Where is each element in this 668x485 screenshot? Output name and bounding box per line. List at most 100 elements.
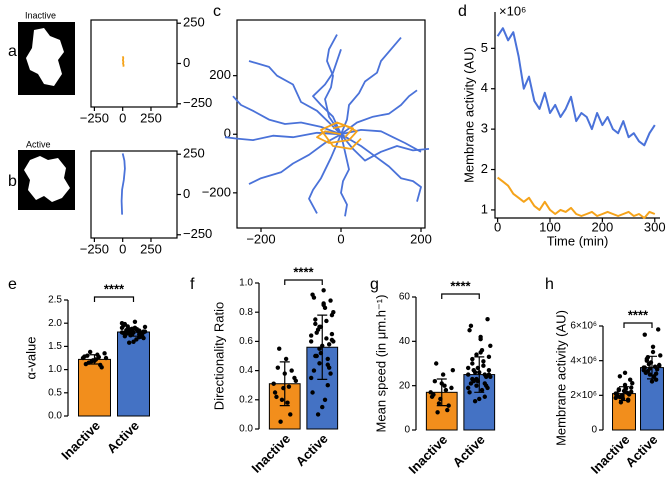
track [340, 134, 350, 217]
data-point [274, 394, 279, 400]
image-label: Inactive [25, 10, 56, 20]
data-point [482, 394, 487, 399]
y-tick-label: 0.5 [48, 387, 62, 398]
data-point [283, 356, 289, 362]
data-point [135, 327, 141, 333]
data-point [482, 372, 487, 377]
significance-label: **** [104, 281, 125, 296]
data-point [325, 362, 330, 367]
y-tick-label: 6×10⁶ [570, 321, 597, 332]
data-point [322, 305, 328, 311]
data-point [285, 400, 290, 405]
x-tick-label: 300 [644, 219, 666, 234]
data-point [616, 387, 622, 392]
y-tick-label: 2.0 [48, 318, 62, 329]
data-point [279, 397, 285, 402]
y-tick-label: 0 [183, 186, 190, 201]
track [312, 49, 342, 135]
data-point [481, 363, 486, 368]
line [496, 176, 656, 219]
error-bar [317, 314, 328, 380]
data-point [653, 371, 659, 376]
data-point [83, 361, 89, 367]
data-point [486, 372, 492, 377]
y-tick-label: 0.8 [239, 307, 253, 318]
panel-letter: g [370, 276, 379, 293]
error-bar [474, 356, 485, 393]
y-tick-label: 250 [183, 15, 205, 30]
data-point [474, 383, 479, 388]
x-tick-label: −250 [80, 241, 109, 256]
data-point [630, 381, 635, 386]
error-bar [279, 361, 290, 407]
error-bar [619, 386, 629, 402]
data-point [642, 332, 647, 337]
data-point [650, 344, 656, 349]
track [320, 121, 362, 150]
data-point [468, 381, 474, 386]
data-point [652, 364, 658, 369]
data-point [472, 398, 478, 404]
y-tick-label: 0 [591, 425, 597, 436]
track [340, 89, 418, 136]
y-tick-label: 1.5 [48, 341, 62, 352]
x-tick-label: 0 [494, 219, 501, 234]
data-point [646, 361, 652, 367]
data-point [479, 348, 485, 353]
data-point [655, 327, 661, 332]
x-tick-label: 100 [539, 219, 561, 234]
significance-bracket [93, 296, 135, 302]
x-tick-label: 250 [140, 241, 162, 256]
data-point [434, 361, 439, 366]
y-tick-label: 1 [481, 201, 488, 216]
data-point [436, 401, 442, 406]
data-point [470, 361, 475, 366]
data-point [324, 318, 329, 324]
data-point [329, 337, 335, 343]
y-tick-label: 0.2 [239, 394, 253, 405]
significance-label: **** [450, 278, 471, 293]
data-point [468, 323, 474, 329]
y-axis-label: Membrane activity (AU) [553, 310, 568, 446]
cell-mask [26, 28, 64, 86]
data-point [471, 367, 476, 373]
track [340, 133, 430, 162]
data-point [325, 356, 330, 362]
y-tick-label: −250 [183, 226, 212, 241]
data-point [328, 298, 333, 303]
data-point [275, 365, 281, 370]
data-point [313, 321, 318, 327]
data-point [317, 324, 322, 329]
y-tick-label: 20 [399, 380, 411, 391]
track [340, 133, 422, 202]
data-point [293, 378, 299, 384]
data-point [317, 346, 322, 351]
cell-mask [24, 156, 70, 202]
data-point [488, 343, 493, 348]
y-tick-label: 250 [183, 146, 205, 161]
data-point [624, 390, 630, 395]
y-tick-label: 60 [399, 292, 411, 303]
data-point [122, 321, 128, 327]
data-point [326, 342, 332, 347]
data-point [288, 412, 293, 417]
track [340, 37, 402, 135]
category-label: Active [104, 418, 142, 456]
data-point [642, 365, 647, 370]
track [232, 95, 342, 136]
error-bar [647, 355, 657, 380]
significance-bracket [623, 322, 653, 328]
panel-letter: e [8, 276, 17, 293]
data-point [658, 353, 663, 358]
x-tick-label: −250 [80, 110, 109, 125]
panel-letter: c [213, 3, 221, 20]
data-point [647, 372, 653, 377]
y-tick-label: 2 [481, 161, 488, 176]
data-point [627, 377, 633, 382]
data-point [271, 381, 276, 386]
data-point [649, 379, 655, 384]
data-point [141, 329, 146, 335]
track [120, 153, 126, 215]
category-label: Inactive [248, 431, 293, 476]
data-point [82, 354, 87, 359]
